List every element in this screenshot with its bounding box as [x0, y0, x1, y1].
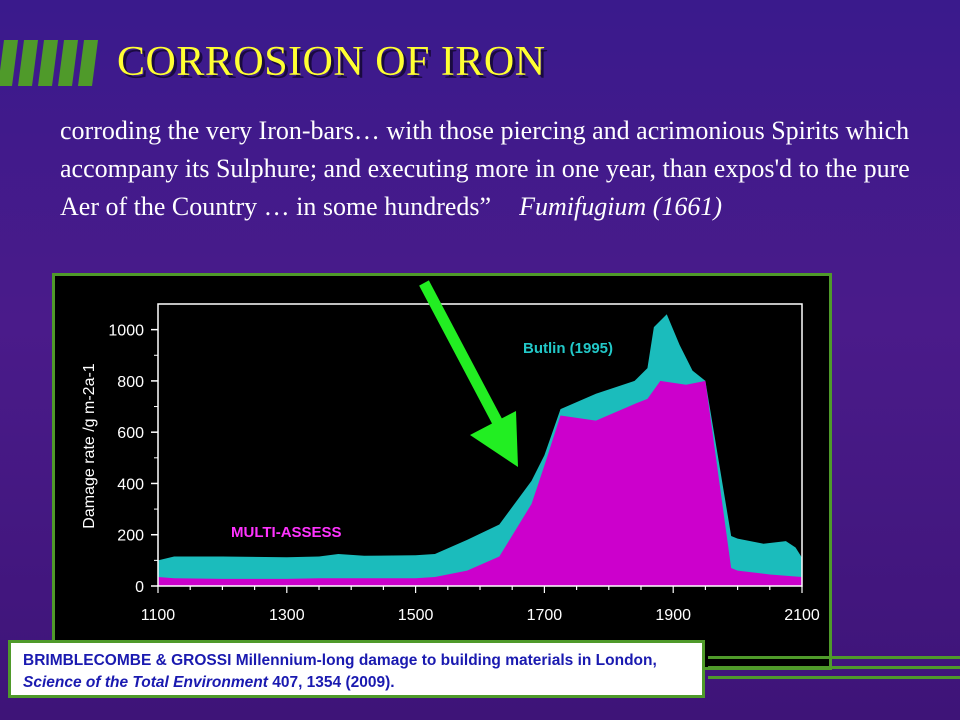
y-tick-label: 400 [117, 476, 144, 493]
x-tick-label: 1100 [141, 607, 176, 624]
y-tick-label: 800 [117, 374, 144, 391]
quote-text: corroding the very Iron-bars… with those… [60, 116, 910, 221]
series-area-multi-assess [158, 380, 802, 586]
y-tick-label: 0 [135, 579, 144, 596]
x-tick-label: 1300 [269, 607, 305, 624]
x-tick-label: 1900 [655, 607, 691, 624]
y-tick-label: 1000 [108, 323, 144, 340]
x-tick-label: 2100 [784, 607, 820, 624]
chart-panel: 0 200 400 600 800 1000 1100 1300 1500 1700 1900 210… [52, 273, 832, 670]
decorative-stripes [0, 40, 98, 86]
y-tick-label: 600 [117, 425, 144, 442]
damage-rate-chart: 0 200 400 600 800 1000 1100 1300 1500 1700 1900 210… [81, 303, 820, 624]
citation-journal: Science of the Total Environment [23, 674, 268, 691]
arrow-icon [419, 280, 518, 467]
quote-source: Fumifugium (1661) [519, 192, 723, 221]
y-axis-label: Damage rate /g m-2a-1 [81, 363, 98, 529]
series-label-multi-assess: MULTI-ASSESS [231, 524, 342, 541]
historical-quote: corroding the very Iron-bars… with those… [60, 112, 920, 226]
x-tick-label: 1700 [527, 607, 563, 624]
citation-authors: BRIMBLECOMBE & GROSSI Millennium-long da… [23, 652, 657, 669]
page-title: CORROSION OF IRON [117, 39, 546, 85]
citation-box: BRIMBLECOMBE & GROSSI Millennium-long da… [8, 640, 705, 698]
citation-ref: 407, 1354 (2009). [272, 674, 395, 691]
y-tick-label: 200 [117, 528, 144, 545]
series-label-butlin: Butlin (1995) [523, 340, 613, 357]
x-tick-label: 1500 [398, 607, 434, 624]
decorative-lines [708, 656, 960, 679]
